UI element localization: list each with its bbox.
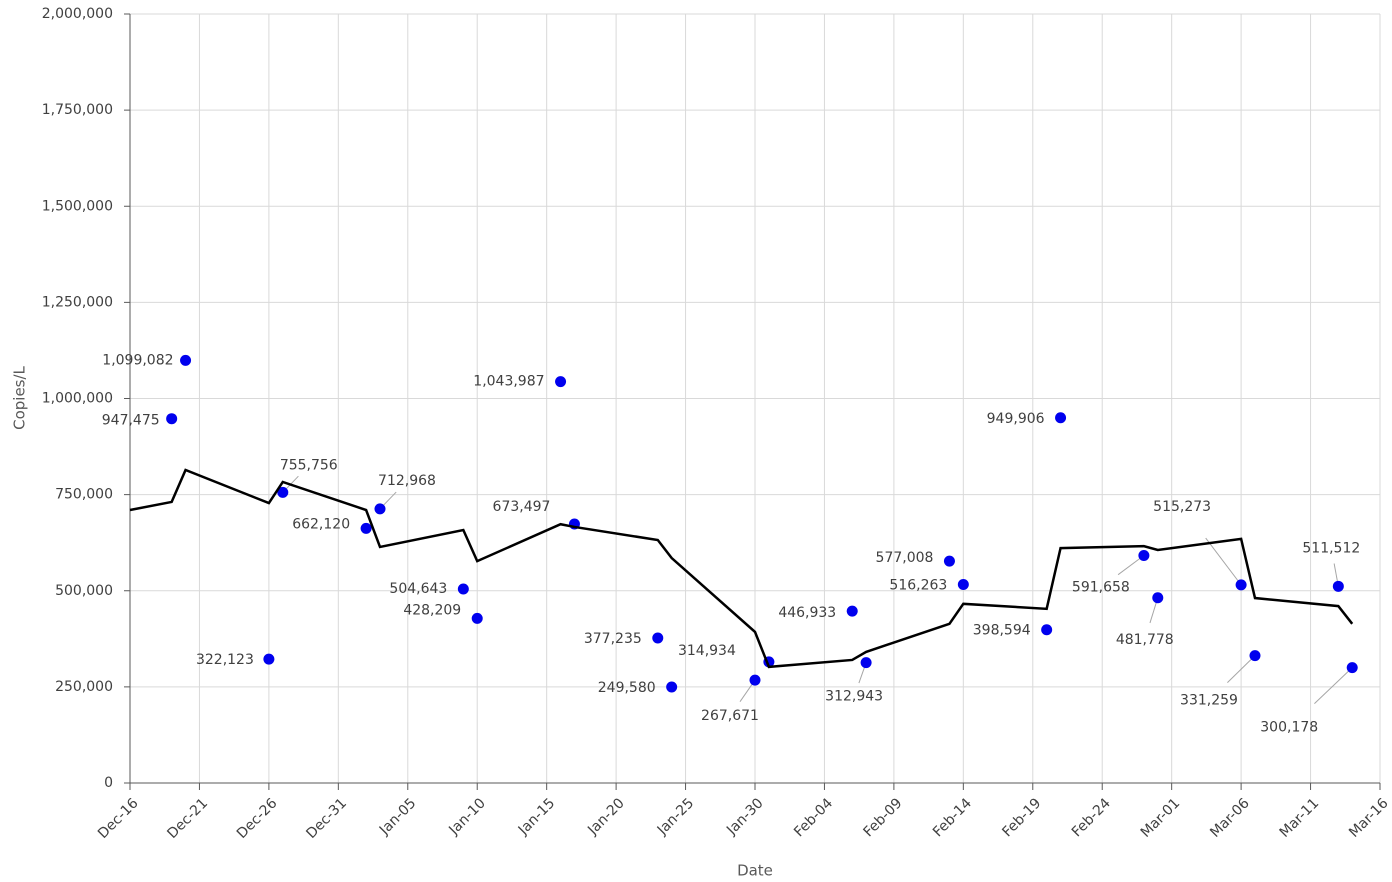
data-label: 673,497	[493, 499, 551, 515]
point	[360, 522, 372, 534]
point	[1249, 650, 1261, 662]
x-tick-label: Jan-05	[376, 795, 419, 838]
point	[1346, 662, 1358, 674]
x-tick-label: Feb-14	[930, 795, 975, 840]
data-label: 314,934	[678, 643, 736, 659]
point	[1235, 579, 1247, 591]
x-tick-label: Jan-30	[723, 795, 766, 838]
data-label: 515,273	[1153, 499, 1211, 515]
leader-line	[1227, 655, 1256, 683]
y-tick-label: 2,000,000	[42, 6, 113, 22]
x-tick-label: Jan-15	[515, 795, 558, 838]
leader-line	[1205, 537, 1242, 586]
x-tick-label: Feb-09	[861, 795, 906, 840]
x-tick-label: Dec-21	[164, 795, 211, 842]
x-tick-label: Feb-19	[999, 795, 1044, 840]
data-label: 662,120	[292, 516, 350, 532]
data-label: 446,933	[778, 605, 836, 621]
data-label: 577,008	[876, 550, 934, 566]
data-label: 1,043,987	[473, 374, 544, 390]
data-label: 398,594	[973, 623, 1031, 639]
y-tick-label: 750,000	[55, 487, 113, 503]
data-label: 312,943	[825, 689, 883, 705]
data-label: 300,178	[1260, 720, 1318, 736]
point	[166, 413, 178, 425]
data-label: 516,263	[889, 577, 947, 593]
data-label: 322,123	[196, 652, 254, 668]
point	[374, 503, 386, 515]
y-tick-label: 500,000	[55, 583, 113, 599]
point	[1152, 592, 1164, 604]
point	[749, 674, 761, 686]
data-label: 591,658	[1072, 580, 1130, 596]
y-tick-label: 1,250,000	[42, 294, 113, 310]
data-label: 712,968	[378, 473, 436, 489]
x-tick-label: Jan-10	[445, 795, 488, 838]
point	[180, 354, 192, 366]
point	[263, 653, 275, 665]
point	[1041, 624, 1053, 636]
point	[860, 657, 872, 669]
y-tick-label: 250,000	[55, 679, 113, 695]
data-label: 755,756	[280, 457, 338, 473]
x-tick-label: Mar-06	[1207, 795, 1253, 841]
x-tick-label: Jan-20	[584, 795, 627, 838]
data-label: 428,209	[403, 602, 461, 618]
x-tick-label: Mar-01	[1138, 795, 1184, 841]
x-tick-label: Jan-25	[654, 795, 697, 838]
data-label: 504,643	[389, 581, 447, 597]
y-tick-label: 1,500,000	[42, 198, 113, 214]
x-tick-label: Dec-26	[234, 795, 281, 842]
y-tick-label: 1,750,000	[42, 102, 113, 118]
point	[277, 486, 289, 498]
point	[846, 605, 858, 617]
x-tick-label: Feb-04	[791, 795, 836, 840]
y-axis-title: Copies/L	[11, 365, 29, 429]
point	[652, 632, 664, 644]
point	[666, 681, 678, 693]
point	[1138, 550, 1150, 562]
data-label: 1,099,082	[102, 352, 173, 368]
data-label: 949,906	[987, 411, 1045, 427]
point	[1055, 412, 1067, 424]
data-label: 249,580	[598, 680, 656, 696]
data-label: 481,778	[1116, 632, 1174, 648]
x-tick-label: Mar-16	[1346, 795, 1392, 841]
x-tick-label: Dec-31	[303, 795, 350, 842]
x-tick-label: Feb-24	[1069, 795, 1114, 840]
point	[471, 612, 483, 624]
x-axis-title: Date	[737, 862, 773, 880]
y-tick-label: 1,000,000	[42, 391, 113, 407]
point	[957, 578, 969, 590]
data-label: 511,512	[1302, 540, 1360, 556]
y-tick-label: 0	[104, 775, 113, 791]
point	[1332, 580, 1344, 592]
point	[457, 583, 469, 595]
data-label: 267,671	[701, 708, 759, 724]
leader-line	[1314, 667, 1353, 704]
data-label: 377,235	[584, 631, 642, 647]
x-tick-label: Dec-16	[95, 795, 142, 842]
data-label: 331,259	[1180, 693, 1238, 709]
x-tick-label: Mar-11	[1277, 795, 1323, 841]
point	[555, 376, 567, 388]
point	[943, 555, 955, 567]
data-label: 947,475	[102, 413, 160, 429]
line	[129, 468, 1354, 669]
